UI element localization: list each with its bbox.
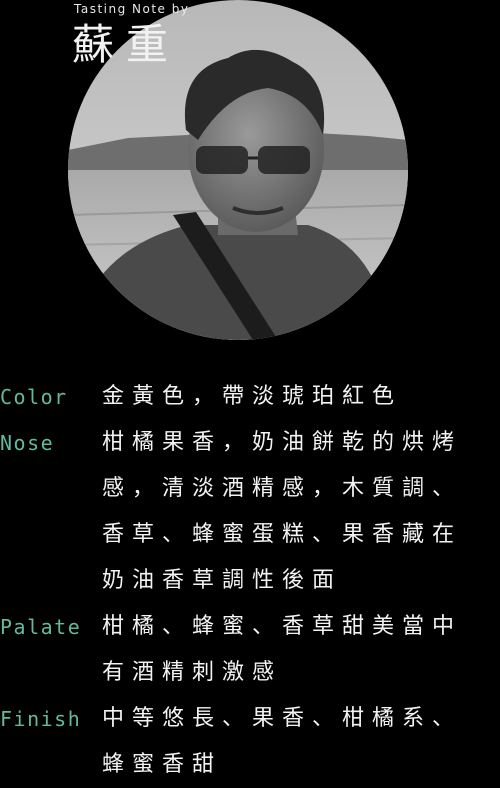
note-text-color: 金黃色，帶淡琥珀紅色 [102, 384, 403, 409]
tasting-notes: Color 金黃色，帶淡琥珀紅色 Nose 柑橘果香，奶油餅乾的烘烤感，清淡酒精… [0, 374, 500, 788]
note-row-palate: Palate 柑橘、蜂蜜、香草甜美當中有酒精刺激感 [0, 604, 500, 696]
note-text-palate: 柑橘、蜂蜜、香草甜美當中有酒精刺激感 [102, 614, 463, 685]
note-label-palate: Palate [0, 615, 82, 639]
note-label-finish: Finish [0, 707, 82, 731]
author-name: 蘇重 [72, 20, 181, 69]
note-label-color: Color [0, 385, 68, 409]
byline: Tasting Note by [74, 2, 190, 16]
note-text-finish: 中等悠長、果香、柑橘系、蜂蜜香甜 [102, 706, 463, 777]
note-label-nose: Nose [0, 431, 55, 455]
note-row-finish: Finish 中等悠長、果香、柑橘系、蜂蜜香甜 [0, 696, 500, 788]
note-text-nose: 柑橘果香，奶油餅乾的烘烤感，清淡酒精感，木質調、香草、蜂蜜蛋糕、果香藏在奶油香草… [102, 430, 463, 593]
note-row-color: Color 金黃色，帶淡琥珀紅色 [0, 374, 500, 420]
note-row-nose: Nose 柑橘果香，奶油餅乾的烘烤感，清淡酒精感，木質調、香草、蜂蜜蛋糕、果香藏… [0, 420, 500, 604]
